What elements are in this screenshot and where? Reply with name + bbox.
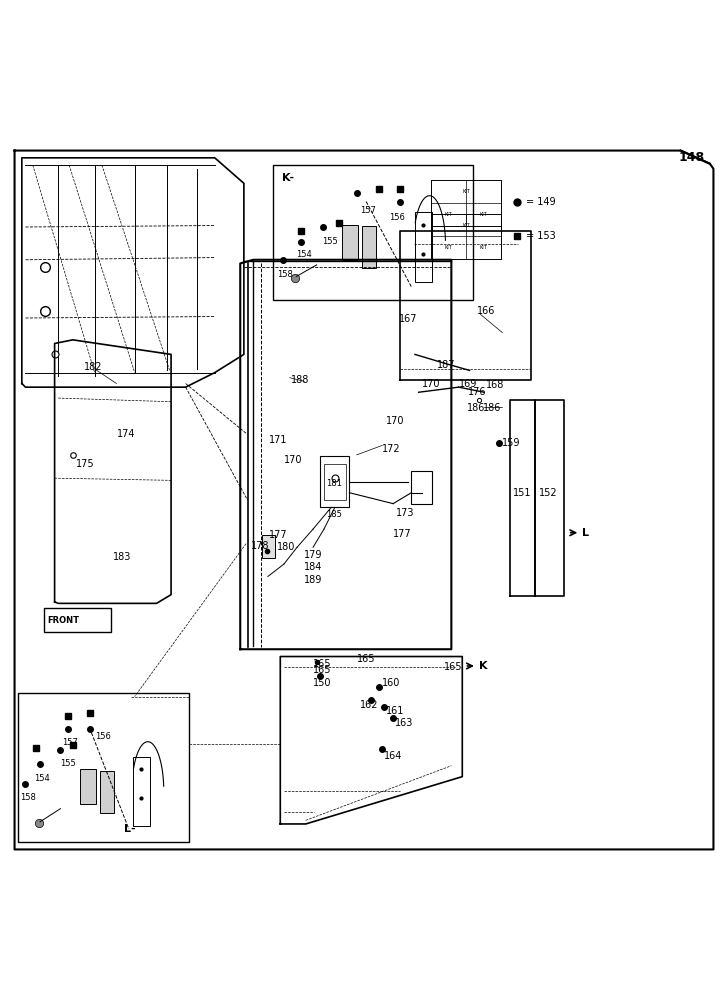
Text: 169: 169 <box>459 379 477 389</box>
Text: = 153: = 153 <box>526 231 555 241</box>
Text: 155: 155 <box>323 237 339 246</box>
Bar <box>80 769 96 804</box>
Text: 152: 152 <box>539 488 558 498</box>
Text: 159: 159 <box>502 438 521 448</box>
Text: 165: 165 <box>313 659 331 669</box>
Text: 176: 176 <box>468 387 486 397</box>
Bar <box>324 464 346 500</box>
Text: 184: 184 <box>304 562 323 572</box>
Text: K-: K- <box>282 173 294 183</box>
Text: 151: 151 <box>513 488 531 498</box>
Text: 170: 170 <box>284 455 302 465</box>
Text: KIT: KIT <box>462 189 470 194</box>
Text: 170: 170 <box>422 379 440 389</box>
Text: KIT: KIT <box>462 223 470 228</box>
Text: 168: 168 <box>486 380 505 390</box>
Text: 154: 154 <box>296 250 312 259</box>
Bar <box>320 456 349 507</box>
Text: 154: 154 <box>34 774 50 783</box>
Text: 157: 157 <box>360 206 376 215</box>
Text: 158: 158 <box>277 270 293 279</box>
Text: KIT: KIT <box>480 245 487 250</box>
Bar <box>18 693 189 842</box>
Text: 185: 185 <box>326 510 342 519</box>
Text: KIT: KIT <box>445 212 452 217</box>
Text: 174: 174 <box>116 429 135 439</box>
Text: 178: 178 <box>251 541 269 551</box>
Bar <box>362 226 376 268</box>
Text: 187: 187 <box>437 360 455 370</box>
Text: L: L <box>582 528 590 538</box>
Text: 182: 182 <box>84 362 102 372</box>
Text: 171: 171 <box>269 435 288 445</box>
Text: 181: 181 <box>326 479 342 488</box>
Text: 156: 156 <box>389 213 405 222</box>
Text: 189: 189 <box>304 575 323 585</box>
Text: 167: 167 <box>399 314 417 324</box>
Text: KIT: KIT <box>480 212 487 217</box>
Text: 173: 173 <box>396 508 414 518</box>
Text: 177: 177 <box>269 530 288 540</box>
Text: 158: 158 <box>20 793 36 802</box>
Text: 165: 165 <box>313 665 331 675</box>
Text: K: K <box>479 661 488 671</box>
Text: 160: 160 <box>382 678 400 688</box>
Bar <box>44 608 111 632</box>
Text: 186: 186 <box>483 403 501 413</box>
Text: 180: 180 <box>277 542 295 552</box>
Text: 170: 170 <box>386 416 404 426</box>
Text: 164: 164 <box>384 751 403 761</box>
Bar <box>342 225 358 260</box>
Text: 148: 148 <box>678 151 705 164</box>
Bar <box>100 771 114 813</box>
Text: 155: 155 <box>60 759 76 768</box>
Text: 165: 165 <box>444 662 462 672</box>
Bar <box>133 757 150 826</box>
Text: 183: 183 <box>113 552 131 562</box>
Text: 150: 150 <box>313 678 331 688</box>
Bar <box>262 535 275 558</box>
Text: 162: 162 <box>360 700 379 710</box>
Text: FRONT: FRONT <box>47 616 79 625</box>
Text: L-: L- <box>124 824 135 834</box>
Bar <box>415 212 432 282</box>
Text: 165: 165 <box>357 654 375 664</box>
Text: 177: 177 <box>393 529 412 539</box>
Text: 172: 172 <box>382 444 401 454</box>
Text: 175: 175 <box>76 459 95 469</box>
Text: = 149: = 149 <box>526 197 555 207</box>
Text: 163: 163 <box>395 718 413 728</box>
Text: 156: 156 <box>95 732 111 741</box>
Text: 161: 161 <box>386 706 404 716</box>
Text: 179: 179 <box>304 550 323 560</box>
Text: 166: 166 <box>477 306 495 316</box>
Text: KIT: KIT <box>445 245 452 250</box>
Text: 188: 188 <box>291 375 309 385</box>
Text: 157: 157 <box>62 738 78 747</box>
Text: 186: 186 <box>467 403 486 413</box>
Bar <box>273 165 473 300</box>
Bar <box>411 471 432 504</box>
